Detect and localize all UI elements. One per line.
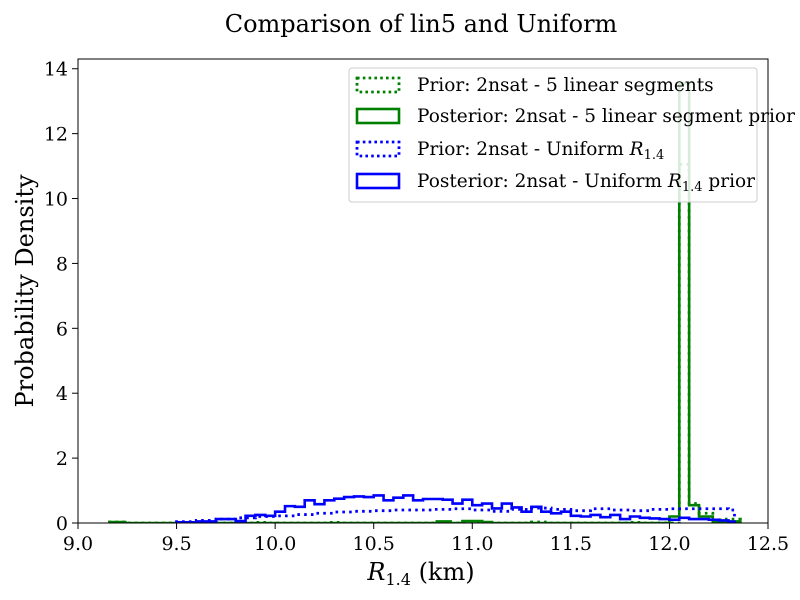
axes-frame bbox=[77, 58, 769, 524]
x-tick-label: 10.0 bbox=[254, 533, 296, 555]
legend-label-4: Posterior: 2nsat - Uniform R1.4 prior bbox=[417, 171, 755, 195]
axis-ticks: 9.0 9.5 10.0 10.5 11.0 11.5 12.0 12.5 0 2 4 6 8 10 12 1… bbox=[44, 59, 789, 555]
legend-swatch-1 bbox=[355, 76, 401, 94]
legend-swatch-2 bbox=[355, 107, 401, 125]
y-tick-label: 0 bbox=[56, 513, 68, 535]
y-tick-label: 6 bbox=[56, 318, 68, 340]
y-tick-label: 8 bbox=[56, 253, 68, 275]
y-axis-label: Probability Density bbox=[11, 174, 39, 408]
x-tick-label: 10.5 bbox=[353, 533, 395, 555]
x-tick-label: 11.5 bbox=[550, 533, 592, 555]
legend-label-1: Prior: 2nsat - 5 linear segments bbox=[417, 75, 714, 96]
x-tick-label: 9.0 bbox=[63, 533, 93, 555]
series-4-histogram bbox=[175, 494, 736, 523]
x-tick-label: 12.0 bbox=[648, 533, 690, 555]
x-tick-label: 12.5 bbox=[747, 533, 789, 555]
legend-label-3: Prior: 2nsat - Uniform R1.4 bbox=[417, 139, 664, 163]
x-axis-label: R1.4 (km) bbox=[366, 558, 474, 589]
y-tick-label: 10 bbox=[44, 189, 68, 211]
y-tick-label: 12 bbox=[44, 124, 68, 146]
legend-box bbox=[348, 67, 758, 203]
y-tick-label: 2 bbox=[56, 448, 68, 470]
legend-swatch-3 bbox=[355, 140, 401, 158]
legend-swatch-4 bbox=[355, 172, 401, 190]
legend-label-2: Posterior: 2nsat - 5 linear segment prio… bbox=[417, 106, 795, 127]
y-tick-label: 14 bbox=[44, 59, 68, 81]
x-tick-label: 11.0 bbox=[451, 533, 493, 555]
y-tick-label: 4 bbox=[56, 383, 68, 405]
legend: Prior: 2nsat - 5 linear segments Posterio… bbox=[348, 67, 795, 203]
chart-title: Comparison of lin5 and Uniform bbox=[225, 10, 618, 38]
x-tick-label: 9.5 bbox=[161, 533, 191, 555]
